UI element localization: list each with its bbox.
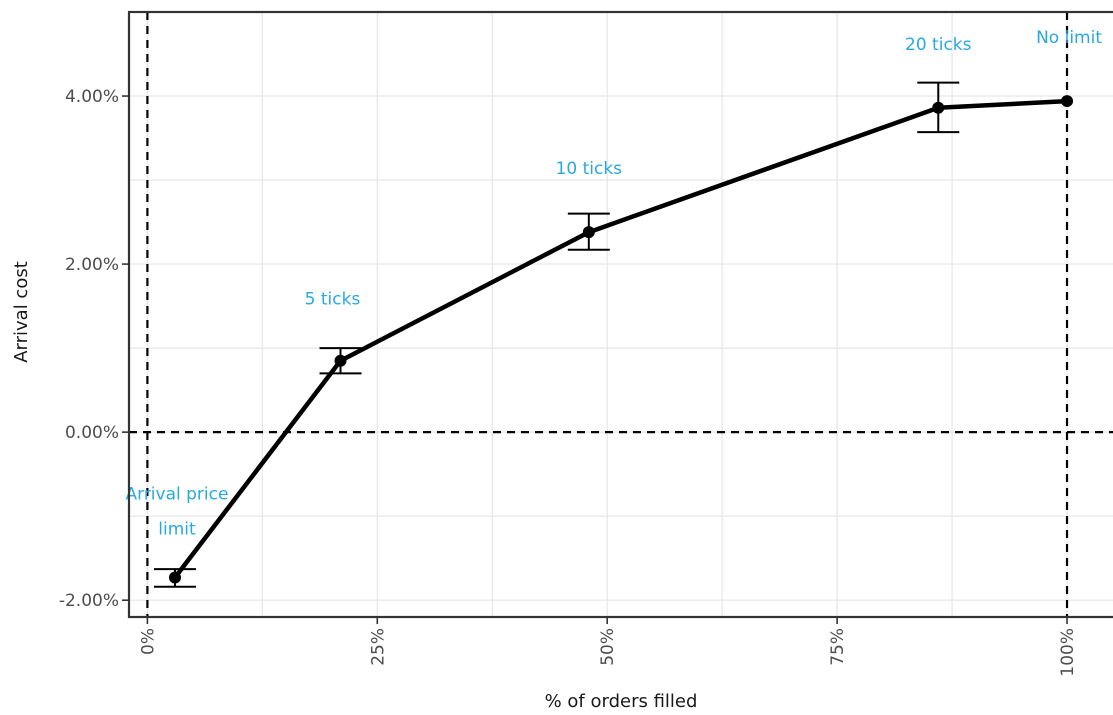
point-label-line: 5 ticks xyxy=(305,290,361,310)
x-tick-label: 25% xyxy=(368,628,388,666)
point-label: 5 ticks xyxy=(305,290,361,310)
grid-lines xyxy=(129,12,1113,617)
point-label-line: limit xyxy=(158,520,196,540)
data-point xyxy=(932,101,945,114)
plot-frame xyxy=(127,10,1113,619)
data-point xyxy=(1061,95,1074,108)
x-tick-label: 75% xyxy=(828,628,848,666)
point-label-line: Arrival price xyxy=(126,485,229,505)
y-tick-label: -2.00% xyxy=(59,591,119,611)
point-label: No limit xyxy=(1036,28,1102,48)
point-label-line: No limit xyxy=(1036,28,1102,48)
y-axis-title: Arrival cost xyxy=(11,261,32,363)
data-point xyxy=(334,354,347,367)
x-axis-title: % of orders filled xyxy=(545,691,698,712)
x-tick-label: 100% xyxy=(1058,628,1078,677)
y-tick-label: 0.00% xyxy=(65,423,119,443)
y-tick-label: 4.00% xyxy=(65,87,119,107)
y-tick-label: 2.00% xyxy=(65,255,119,275)
point-labels: Arrival price limit 5 ticks 10 ticks 20 tick… xyxy=(126,28,1103,539)
point-label: 10 ticks xyxy=(556,159,623,179)
point-label: Arrival price limit xyxy=(126,485,229,540)
reference-lines xyxy=(129,12,1113,617)
series xyxy=(153,81,1074,588)
x-tick-label: 50% xyxy=(598,628,618,666)
y-axis-ticks: -2.00% 0.00% 2.00% 4.00% xyxy=(59,87,129,611)
data-point xyxy=(582,226,595,239)
data-point xyxy=(168,571,181,584)
x-axis-ticks: 0% 25% 50% 75% 100% xyxy=(138,617,1078,677)
point-label-line: 10 ticks xyxy=(556,159,623,179)
x-tick-label: 0% xyxy=(138,628,158,655)
point-label-line: 20 ticks xyxy=(905,35,972,55)
point-label: 20 ticks xyxy=(905,35,972,55)
